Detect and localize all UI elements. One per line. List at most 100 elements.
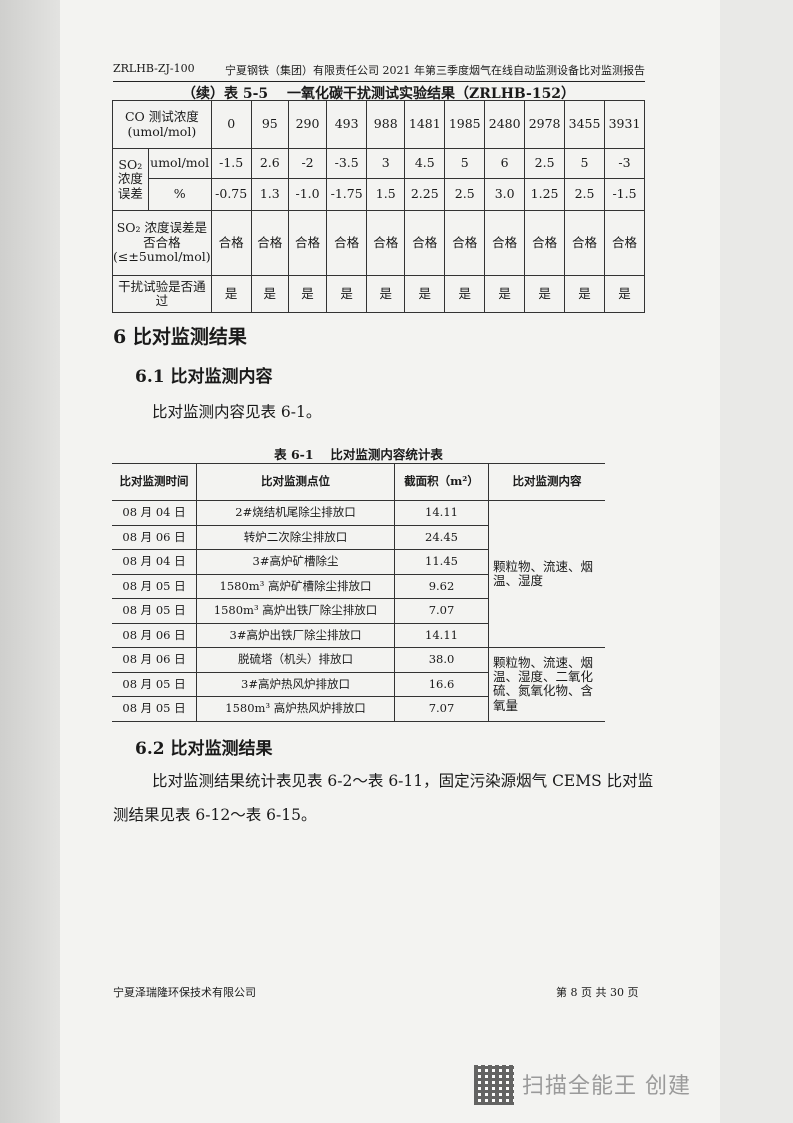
table-cell: 是 [524,275,566,313]
table-row: 08 月 05 日 3#高炉热风炉排放口 16.6 [112,671,605,697]
table-cell: -1.5 [604,178,645,211]
table-cell: 是 [366,275,406,313]
table-cell: 是 [250,275,289,313]
table-cell: 7.07 [394,598,489,624]
scan-edge [0,0,70,1123]
doc-title: 宁夏钢铁（集团）有限责任公司 2021 年第三季度烟气在线自动监测设备比对监测报… [225,64,645,77]
row-label: SO₂浓度误差 [112,148,149,211]
header-row: 比对监测时间 比对监测点位 截面积（m²） 比对监测内容 [112,463,605,501]
table-cell: -3 [604,148,645,179]
table61-caption: 表 6-1 比对监测内容统计表 [274,447,443,462]
table-cell: 3#高炉矿槽除尘 [196,549,395,575]
table-cell: 合格 [250,210,289,276]
table-cell: 1.25 [524,178,566,211]
table-cell: 08 月 05 日 [112,696,197,722]
table55-caption: （续）表 5-5 一氧化碳干扰测试实验结果（ZRLHB-152） [181,86,576,102]
table-cell: 2978 [524,100,566,149]
table-cell: 3 [366,148,406,179]
col-header: 比对监测时间 [112,463,197,501]
section-6-2-heading: 6.2 比对监测结果 [135,739,273,759]
table-cell: 合格 [287,210,328,276]
qr-code-icon [474,1065,514,1105]
doc-code: ZRLHB-ZJ-100 [113,62,195,75]
row-label: SO₂ 浓度误差是否合格(≤±5umol/mol) [112,210,212,276]
table-cell: 合格 [326,210,368,276]
table-row: 08 月 05 日 1580m³ 高炉热风炉排放口 7.07 [112,696,605,722]
footer-company: 宁夏泽瑞隆环保技术有限公司 [113,986,256,999]
footer-page-number: 第 8 页 共 30 页 [556,986,639,999]
unit-label: umol/mol [147,148,212,179]
table-cell: 3#高炉出铁厂除尘排放口 [196,622,395,648]
table-cell: 14.11 [394,622,489,648]
table-row: 干扰试验是否通过 是是是是是是是是是是是 [112,275,645,313]
table-cell: 5 [564,148,605,179]
table-cell: 1481 [404,100,446,149]
table-cell: 08 月 06 日 [112,524,197,550]
table-cell: -1.75 [326,178,368,211]
table-cell: 2.5 [524,148,566,179]
col-header: 比对监测点位 [196,463,395,501]
table-cell: 1580m³ 高炉矿槽除尘排放口 [196,573,395,599]
table-cell: 08 月 06 日 [112,622,197,648]
table-cell: 08 月 04 日 [112,549,197,575]
table-cell: 2.6 [250,148,289,179]
table-cell: 是 [604,275,645,313]
table-cell: 11.45 [394,549,489,575]
table-cell: -3.5 [326,148,368,179]
table-cell: 38.0 [394,647,489,673]
table-cell: -2 [287,148,328,179]
table-row: SO₂浓度误差 umol/mol -1.5 2.6 -2 -3.5 3 4.5 5 6 2.5 5… [112,148,645,211]
section-6-heading: 6 比对监测结果 [113,326,247,348]
table-cell: 1580m³ 高炉出铁厂除尘排放口 [196,598,395,624]
table-cell: 08 月 06 日 [112,647,197,673]
table-cell: 2480 [484,100,526,149]
table-cell: 2#烧结机尾除尘排放口 [196,500,395,526]
table-cell: 是 [404,275,446,313]
table-5-5: CO 测试浓度(umol/mol) 0 95 290 493 988 1481 1985 24… [112,100,645,313]
table-cell: 脱硫塔（机头）排放口 [196,647,395,673]
table-cell: 是 [444,275,486,313]
table-cell: 合格 [524,210,566,276]
table-cell: 1985 [444,100,486,149]
monitoring-content: 颗粒物、流速、烟温、湿度、二氧化硫、氮氧化物、含氧量 [488,647,605,722]
table-cell: -1.0 [287,178,328,211]
unit-label: % [147,178,212,211]
table-cell: 14.11 [394,500,489,526]
paragraph-line: 比对监测结果统计表见表 6-2～表 6-11，固定污染源烟气 CEMS 比对监 [152,772,654,790]
table-cell: 9.62 [394,573,489,599]
table-cell: 合格 [564,210,605,276]
table-cell: 合格 [366,210,406,276]
table-cell: 是 [210,275,252,313]
table-cell: 3#高炉热风炉排放口 [196,671,395,697]
table-cell: 1.5 [366,178,406,211]
table-cell: 合格 [604,210,645,276]
paragraph: 比对监测内容见表 6-1。 [152,403,322,421]
row-label: 干扰试验是否通过 [112,275,212,313]
section-6-1-heading: 6.1 比对监测内容 [135,367,273,387]
table-cell: 0 [210,100,252,149]
table-cell: 是 [564,275,605,313]
table-row: 08 月 06 日脱硫塔（机头）排放口 38.0 颗粒物、流速、烟温、湿度、二氧化硫… [112,647,605,722]
table-row: 08 月 04 日 2#烧结机尾除尘排放口 14.11 颗粒物、流速、烟温、湿度 [112,500,605,648]
table-cell: -0.75 [210,178,252,211]
table-cell: 08 月 05 日 [112,573,197,599]
table-cell: 493 [326,100,368,149]
table-cell: -1.5 [210,148,252,179]
table-row: CO 测试浓度(umol/mol) 0 95 290 493 988 1481 1985 24… [112,100,645,149]
watermark: 扫描全能王 创建 [522,1074,691,1099]
col-header: 截面积（m²） [394,463,489,501]
row-label: CO 测试浓度(umol/mol) [112,100,212,149]
running-header: ZRLHB-ZJ-100 宁夏钢铁（集团）有限责任公司 2021 年第三季度烟气… [113,62,645,82]
table-cell: 2.5 [444,178,486,211]
table-cell: 2.5 [564,178,605,211]
paragraph-line: 测结果见表 6-12～表 6-15。 [113,806,317,824]
table-cell: 08 月 04 日 [112,500,197,526]
table-row: % -0.75 1.3 -1.0 -1.75 1.5 2.25 2.5 3.0 1.25 2.5-… [113,178,645,211]
table-cell: 5 [444,148,486,179]
table-cell: 合格 [444,210,486,276]
table-cell: 08 月 05 日 [112,598,197,624]
table-cell: 合格 [404,210,446,276]
table-cell: 1580m³ 高炉热风炉排放口 [196,696,395,722]
table-cell: 3.0 [484,178,526,211]
col-header: 比对监测内容 [488,463,605,501]
